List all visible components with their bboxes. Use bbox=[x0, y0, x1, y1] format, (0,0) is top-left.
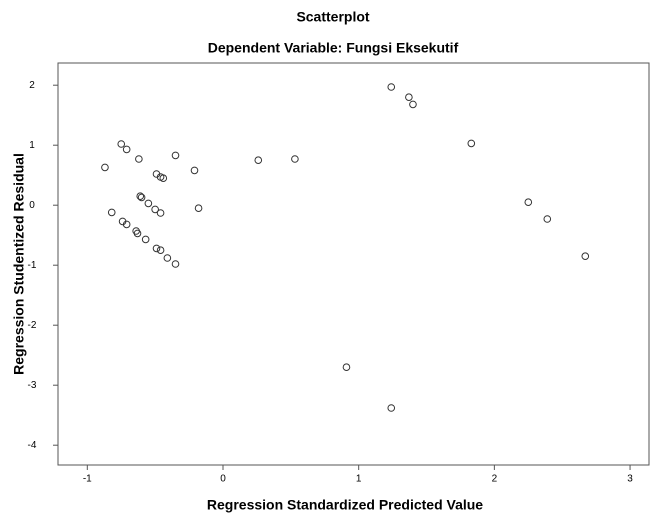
x-tick-label: -1 bbox=[83, 474, 92, 485]
x-tick-label: 0 bbox=[220, 474, 226, 485]
y-tick-label: 0 bbox=[29, 200, 35, 211]
y-tick-label: 2 bbox=[29, 80, 35, 91]
y-axis-label: Regression Studentized Residual bbox=[11, 153, 27, 375]
y-tick-label: -2 bbox=[28, 320, 37, 331]
chart: Scatterplot Dependent Variable: Fungsi E… bbox=[0, 0, 650, 519]
y-tick-label: -3 bbox=[28, 380, 37, 391]
y-tick-label: 1 bbox=[29, 140, 35, 151]
chart-subtitle: Dependent Variable: Fungsi Eksekutif bbox=[208, 40, 459, 56]
x-axis-label: Regression Standardized Predicted Value bbox=[207, 497, 483, 513]
plot-area bbox=[58, 63, 649, 465]
x-tick-label: 3 bbox=[627, 474, 633, 485]
y-tick-label: -4 bbox=[28, 440, 37, 451]
x-tick-label: 1 bbox=[356, 474, 362, 485]
chart-title: Scatterplot bbox=[296, 9, 369, 25]
x-tick-label: 2 bbox=[492, 474, 498, 485]
y-tick-label: -1 bbox=[28, 260, 37, 271]
